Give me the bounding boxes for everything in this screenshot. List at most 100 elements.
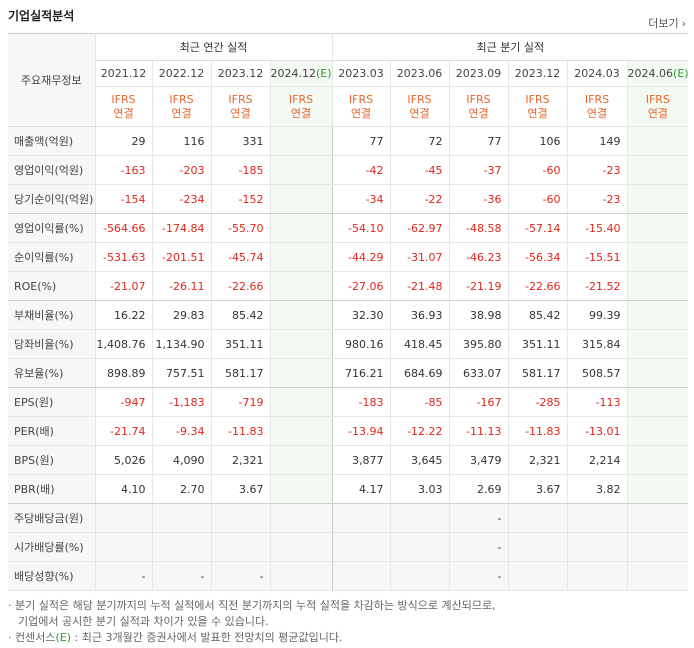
data-row: 매출액(억원) 29 116 331 77 72 77 106 149 [8, 126, 689, 156]
row-label: 당기순이익(억원) [8, 184, 95, 214]
value-cell: -719 [210, 387, 270, 417]
value-cell: -13.94 [331, 416, 391, 446]
standard-header: IFRS 연결 [151, 86, 211, 127]
standard-text: IFRS [407, 92, 432, 106]
period-date: 2023.09 [455, 67, 502, 80]
period-header: 2024.12(E) [269, 60, 333, 87]
note-mark: (E) [55, 631, 72, 644]
note-text: : 최근 3개월간 증권사에서 발표한 전망치의 평균값입니다. [71, 631, 343, 644]
value-cell [626, 300, 689, 330]
header-row: IFRS 연결 IFRS 연결 IFRS 연결 IFRS 연결 IFRS 연결 IFRS 연결 IFRS… [8, 86, 689, 127]
value-cell [210, 532, 270, 562]
value-cell [566, 503, 628, 533]
value-cell: -26.11 [151, 271, 211, 301]
value-cell: -113 [566, 387, 628, 417]
value-cell [269, 561, 333, 591]
period-date: 2024.06 [627, 67, 674, 80]
row-label: ROE(%) [8, 271, 95, 301]
value-cell: -37 [448, 155, 509, 185]
value-cell: -11.83 [507, 416, 568, 446]
value-cell: -46.23 [448, 242, 509, 272]
value-cell [389, 503, 450, 533]
value-cell: 2,321 [507, 445, 568, 475]
more-link[interactable]: 더보기 [648, 15, 686, 31]
value-cell: 2,321 [210, 445, 270, 475]
value-cell: -22.66 [507, 271, 568, 301]
value-cell: 3.67 [210, 474, 270, 504]
standard-header: IFRS 연결 [448, 86, 509, 127]
value-cell [626, 416, 689, 446]
value-cell: -23 [566, 184, 628, 214]
value-cell: -9.34 [151, 416, 211, 446]
value-cell: 3.67 [507, 474, 568, 504]
value-cell [269, 271, 333, 301]
data-row: PER(배) -21.74 -9.34 -11.83 -13.94 -12.22 -11.1… [8, 416, 689, 446]
period-date: 2023.12 [217, 67, 264, 80]
value-cell [507, 532, 568, 562]
period-header: 2023.03 [331, 60, 391, 87]
value-cell: 4,090 [151, 445, 211, 475]
value-cell [626, 532, 689, 562]
standard-text: IFRS [466, 92, 491, 106]
data-row: ROE(%) -21.07 -26.11 -22.66 -27.06 -21.48 -21.… [8, 271, 689, 301]
value-cell: -48.58 [448, 213, 509, 243]
value-cell: -201.51 [151, 242, 211, 272]
value-cell [269, 213, 333, 243]
value-cell: -21.48 [389, 271, 450, 301]
value-cell [626, 503, 689, 533]
value-cell [269, 300, 333, 330]
value-cell: 351.11 [210, 329, 270, 359]
standard-header: IFRS 연결 [566, 86, 628, 127]
value-cell: 980.16 [331, 329, 391, 359]
data-row: 부채비율(%) 16.22 29.83 85.42 32.30 36.93 38.98 85.… [8, 300, 689, 330]
standard-text: 연결 [171, 106, 192, 120]
value-cell: 684.69 [389, 358, 450, 388]
row-label: 유보율(%) [8, 358, 95, 388]
value-cell: -45 [389, 155, 450, 185]
value-cell: -531.63 [94, 242, 152, 272]
value-cell: 3,479 [448, 445, 509, 475]
value-cell: -21.19 [448, 271, 509, 301]
data-row: 유보율(%) 898.89 757.51 581.17 716.21 684.69 633.… [8, 358, 689, 388]
group-header: 최근 연간 실적 [94, 33, 333, 61]
standard-text: IFRS [348, 92, 374, 106]
value-cell: -22.66 [210, 271, 270, 301]
value-cell: 2,214 [566, 445, 628, 475]
value-cell [269, 445, 333, 475]
value-cell [626, 213, 689, 243]
value-cell [626, 561, 689, 591]
standard-text: IFRS [288, 92, 314, 106]
data-row: 영업이익(억원) -163 -203 -185 -42 -45 -37 -60 -23 [8, 155, 689, 185]
value-cell: -21.74 [94, 416, 152, 446]
data-row: 주당배당금(원) - [8, 503, 689, 533]
value-cell [210, 503, 270, 533]
value-cell [626, 126, 689, 156]
period-header: 2024.03 [566, 60, 628, 87]
value-cell [269, 358, 333, 388]
value-cell [626, 358, 689, 388]
value-cell [331, 503, 391, 533]
value-cell: 508.57 [566, 358, 628, 388]
value-cell: 1,408.76 [94, 329, 152, 359]
value-cell: -15.51 [566, 242, 628, 272]
value-cell: -163 [94, 155, 152, 185]
standard-text: 연결 [113, 106, 134, 120]
value-cell: 581.17 [507, 358, 568, 388]
value-cell: -27.06 [331, 271, 391, 301]
value-cell: 149 [566, 126, 628, 156]
value-cell: 38.98 [448, 300, 509, 330]
standard-text: IFRS [111, 92, 136, 106]
value-cell: 3.82 [566, 474, 628, 504]
value-cell: 4.10 [94, 474, 152, 504]
value-cell [389, 561, 450, 591]
value-cell: -234 [151, 184, 211, 214]
period-header: 2021.12 [94, 60, 152, 87]
value-cell [626, 242, 689, 272]
standard-text: IFRS [228, 92, 253, 106]
header-row: 2021.12 2022.12 2023.12 2024.12(E) 2023.03 20… [8, 60, 689, 87]
note-line: 기업에서 공시한 분기 실적과 차이가 있을 수 있습니다. [18, 615, 269, 628]
row-label: 당좌비율(%) [8, 329, 95, 359]
value-cell: 106 [507, 126, 568, 156]
value-cell: 29.83 [151, 300, 211, 330]
period-date: 2023.12 [514, 67, 561, 80]
